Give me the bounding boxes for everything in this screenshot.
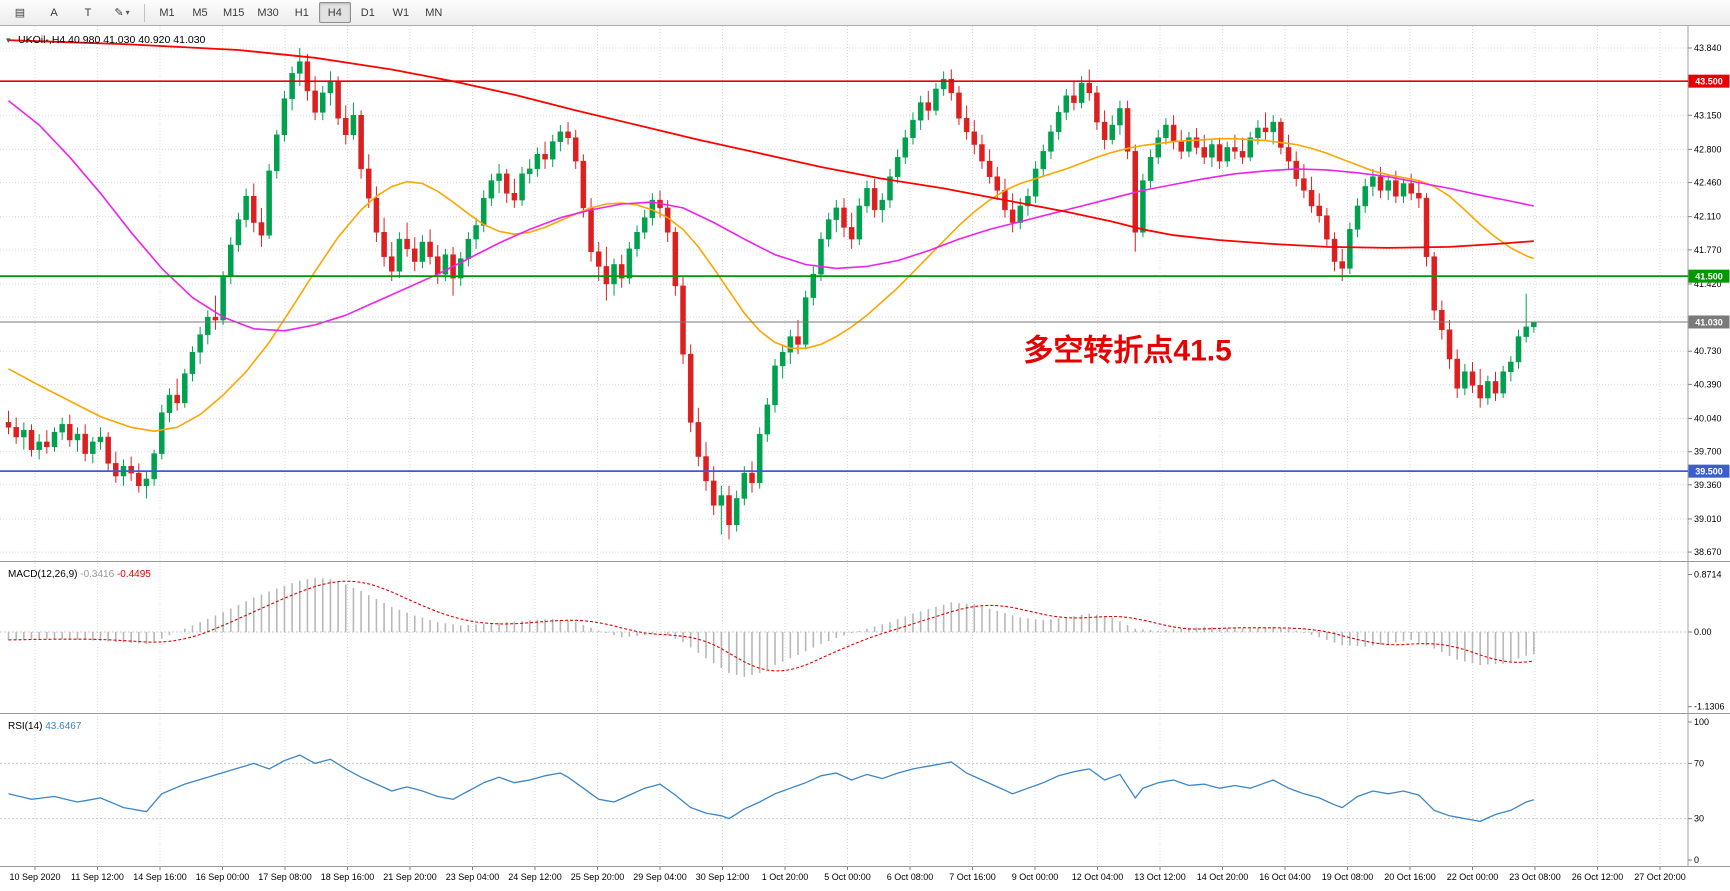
timeframe-button-m5[interactable]: M5 (192, 6, 208, 19)
one-click-trading-toggle[interactable]: ▾ (6, 35, 11, 45)
toolbar-tools: ▤ A T ✎ ▾ (4, 2, 138, 23)
bid-price-line-badge: 41.030 (1688, 315, 1730, 329)
timeframe-button-m1[interactable]: M1 (159, 6, 175, 19)
rsi-axis-label: 100 (1694, 717, 1709, 727)
timeframe-button-h1[interactable]: H1 (294, 6, 309, 19)
text-tool-button[interactable]: T (84, 6, 92, 19)
price-tick-label: 39.360 (1694, 480, 1722, 490)
price-tick-label: 40.040 (1694, 414, 1722, 424)
date-label: 6 Oct 08:00 (887, 872, 934, 882)
date-label: 22 Oct 00:00 (1447, 872, 1499, 882)
rsi-axis-label: 70 (1694, 758, 1704, 768)
date-axis: 10 Sep 2020 11 Sep 12:00 14 Sep 16:00 16 Se… (9, 866, 1686, 882)
date-label: 12 Oct 04:00 (1072, 872, 1124, 882)
price-tick-label: 42.460 (1694, 178, 1722, 188)
date-label: 11 Sep 12:00 (71, 872, 124, 882)
timeframe-button-m30[interactable]: M30 (257, 6, 279, 19)
macd-axis-label: 0.00 (1694, 627, 1712, 637)
date-label: 13 Oct 12:00 (1134, 872, 1186, 882)
price-tick-label: 39.010 (1694, 514, 1722, 524)
timeframe-button-mn[interactable]: MN (425, 6, 443, 19)
rsi-axis-label: 30 (1694, 814, 1704, 824)
indicators-icon[interactable]: ▤ (14, 7, 26, 19)
chart-annotation-text: 多空转折点41.5 (1023, 334, 1231, 367)
date-label: 25 Sep 20:00 (571, 872, 625, 882)
svg-text:41.030: 41.030 (1695, 317, 1723, 327)
price-axis: 43.840 43.150 42.800 42.460 42.110 41.770 41.4… (1687, 26, 1722, 866)
timeframe-button-d1[interactable]: D1 (360, 6, 375, 19)
price-tick-label: 43.840 (1694, 43, 1722, 53)
rsi-panel: 100 70 30 0 RSI(14) 43.6467 (0, 717, 1709, 865)
price-tick-label: 43.150 (1694, 110, 1722, 120)
date-label: 19 Oct 08:00 (1322, 872, 1374, 882)
macd-axis-label: -1.1306 (1694, 702, 1725, 712)
macd-axis-label: 0.8714 (1694, 569, 1722, 579)
pivot-line-badge: 41.500 (1688, 269, 1730, 283)
draw-tool-button[interactable]: ✎ ▾ (114, 7, 130, 19)
toolbar-separator (144, 3, 145, 22)
date-label: 14 Oct 20:00 (1197, 872, 1249, 882)
ma-fast-line (8, 137, 1535, 433)
timeframe-button-m15[interactable]: M15 (223, 6, 245, 19)
resistance-line-badge: 43.500 (1688, 74, 1730, 88)
price-tick-label: 42.110 (1694, 212, 1721, 222)
date-label: 17 Sep 08:00 (258, 872, 312, 882)
price-tick-label: 39.700 (1694, 447, 1722, 457)
ma-mid-line (8, 100, 1534, 332)
date-label: 30 Sep 12:00 (696, 872, 750, 882)
date-label: 10 Sep 2020 (9, 872, 60, 882)
date-label: 16 Sep 00:00 (196, 872, 250, 882)
arrow-tool-button[interactable]: A (50, 6, 58, 19)
rsi-indicator-label: RSI(14) 43.6467 (8, 721, 82, 732)
price-tick-label: 40.730 (1694, 346, 1722, 356)
date-label: 26 Oct 12:00 (1572, 872, 1624, 882)
date-label: 27 Oct 20:00 (1634, 872, 1686, 882)
date-label: 20 Oct 16:00 (1384, 872, 1436, 882)
date-label: 23 Sep 04:00 (446, 872, 500, 882)
timeframe-button-h4[interactable]: H4 (318, 2, 351, 23)
macd-indicator-label: MACD(12,26,9) -0.3416 -0.4495 (8, 569, 151, 580)
svg-text:41.500: 41.500 (1695, 272, 1723, 282)
chart-area[interactable]: 10 Sep 2020 11 Sep 12:00 14 Sep 16:00 16 Se… (0, 26, 1730, 891)
timeframe-toolbar: M1 M5 M15 M30 H1 H4 D1 W1 MN (151, 2, 450, 23)
date-label: 21 Sep 20:00 (383, 872, 437, 882)
date-label: 16 Oct 04:00 (1259, 872, 1311, 882)
svg-text:43.500: 43.500 (1695, 77, 1723, 87)
chart-title-ohlc: UKOil-,H4 40.980 41.030 40.920 41.030 (18, 34, 206, 46)
date-label: 14 Sep 16:00 (133, 872, 187, 882)
date-label: 9 Oct 00:00 (1012, 872, 1059, 882)
rsi-axis-label: 0 (1694, 855, 1699, 865)
date-label: 1 Oct 20:00 (762, 872, 809, 882)
date-label: 18 Sep 16:00 (321, 872, 375, 882)
rsi-line (8, 754, 1534, 823)
timeframe-button-w1[interactable]: W1 (392, 6, 410, 19)
date-label: 29 Sep 04:00 (633, 872, 687, 882)
price-tick-label: 42.800 (1694, 144, 1722, 154)
toolbar: ▤ A T ✎ ▾ M1 M5 M15 M30 H1 H4 D1 W1 MN (0, 0, 1730, 26)
chart-background (0, 26, 1730, 891)
grid-layer (0, 26, 1688, 866)
macd-signal-line (8, 580, 1534, 672)
price-tick-label: 38.670 (1694, 547, 1722, 557)
svg-text:39.500: 39.500 (1695, 467, 1723, 477)
macd-panel: 0.8714 0.00 -1.1306 MACD(12,26,9) -0.3416 -… (0, 569, 1725, 712)
price-tick-label: 40.390 (1694, 379, 1722, 389)
date-label: 24 Sep 12:00 (508, 872, 562, 882)
date-label: 7 Oct 16:00 (949, 872, 996, 882)
date-label: 5 Oct 00:00 (824, 872, 871, 882)
date-label: 23 Oct 08:00 (1509, 872, 1561, 882)
caret-down-icon: ▾ (125, 8, 130, 17)
ma-slow-line (8, 39, 1534, 249)
support-line-badge: 39.500 (1688, 464, 1730, 478)
price-tick-label: 41.770 (1694, 245, 1722, 255)
price-tick-label: 41.420 (1694, 279, 1722, 289)
